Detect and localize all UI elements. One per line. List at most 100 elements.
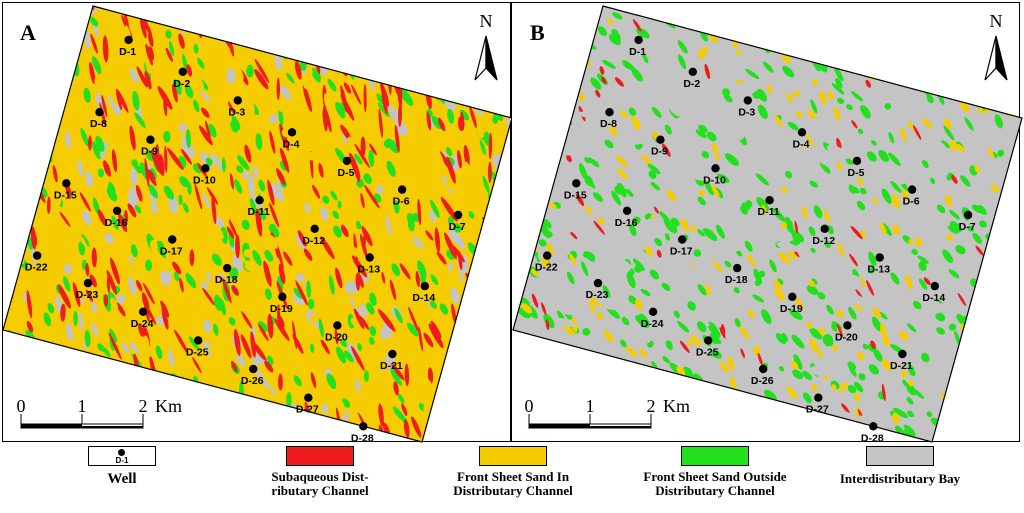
channel-patch (87, 6, 91, 9)
bay-patch (116, 294, 126, 304)
sheet_in-patch (243, 249, 252, 258)
sheet_in-patch (268, 234, 278, 249)
sheet_out-patch (179, 176, 190, 188)
bay-patch (304, 202, 311, 214)
sheet_out-patch (134, 112, 146, 128)
sheet_out-patch (431, 115, 442, 129)
sheet_out-patch (293, 375, 302, 387)
sheet_out-patch (357, 342, 362, 351)
channel-patch (89, 274, 97, 288)
sheet_out-patch (343, 350, 354, 363)
channel-patch (135, 185, 143, 202)
sheet_out-patch (92, 141, 101, 160)
sheet_in-patch (473, 210, 482, 221)
channel-patch (235, 234, 240, 259)
sheet_out-patch (236, 165, 244, 173)
svg-text:D-25: D-25 (186, 346, 209, 358)
bay-patch (129, 341, 139, 354)
sheet_out-patch (91, 56, 102, 75)
channel-patch (240, 334, 252, 359)
channel-patch (103, 294, 109, 307)
sheet_out-patch (307, 298, 315, 310)
well-d-5: D-5 (338, 156, 355, 179)
bay-patch (379, 328, 390, 340)
channel-patch (427, 367, 434, 384)
channel-patch (189, 249, 195, 267)
sheet_in-patch (110, 297, 119, 311)
well-d-12: D-12 (302, 224, 325, 247)
channel-patch (380, 82, 389, 107)
well-d-9: D-9 (141, 135, 158, 158)
sheet_out-patch (335, 101, 346, 119)
sheet_out-patch (397, 393, 405, 404)
channel-patch (362, 234, 366, 248)
bay-patch (206, 271, 212, 282)
sheet_out-patch (214, 294, 223, 311)
sheet_out-patch (447, 108, 455, 124)
channel-patch (85, 289, 94, 302)
panel-a-block-outline (2, 5, 511, 443)
bay-patch (456, 333, 466, 347)
sheet_out-patch (355, 220, 362, 230)
sheet_out-patch (211, 253, 222, 266)
channel-patch (52, 165, 58, 183)
bay-patch (200, 89, 211, 103)
sheet_out-patch (492, 115, 499, 124)
well-d-26: D-26 (241, 364, 264, 387)
channel-patch (211, 195, 217, 225)
sheet_out-patch (43, 312, 52, 327)
channel-patch (283, 251, 293, 266)
sheet_out-patch (494, 194, 499, 210)
channel-patch (322, 105, 328, 132)
channel-patch (359, 315, 370, 330)
sheet_out-patch (430, 274, 439, 286)
channel-patch (378, 108, 384, 138)
well-d-11: D-11 (248, 196, 270, 218)
svg-text:D-11: D-11 (248, 206, 270, 218)
bay-patch (89, 301, 98, 313)
sheet_in-patch (421, 141, 428, 151)
sheet_in-patch (131, 301, 138, 315)
channel-patch (192, 357, 202, 374)
channel-patch (78, 24, 84, 39)
channel-patch (148, 46, 155, 61)
sheet_in-patch (70, 42, 76, 52)
channel-patch (501, 162, 506, 179)
sheet_out-patch (155, 242, 166, 259)
sheet_out-patch (228, 317, 236, 326)
channel-patch (254, 69, 269, 90)
channel-patch (460, 111, 465, 131)
channel-patch (378, 403, 384, 427)
channel-patch (198, 125, 213, 146)
channel-patch (349, 152, 361, 180)
channel-swatch (286, 446, 354, 466)
panel-a-scale-tick-label: 2 (139, 396, 148, 416)
channel-patch (378, 309, 396, 332)
channel-patch (255, 208, 263, 237)
sheet_out-patch (354, 153, 363, 165)
channel-patch (457, 149, 462, 169)
bay-patch (252, 165, 259, 179)
bay-patch (203, 319, 212, 333)
svg-text:D-22: D-22 (25, 262, 48, 274)
bay-patch (128, 276, 137, 296)
sheet_in-patch (155, 198, 162, 207)
sheet_in-patch (124, 25, 131, 39)
well-d-3: D-3 (228, 96, 245, 118)
sheet_out-patch (237, 155, 250, 171)
channel-patch (415, 271, 421, 288)
sheet_out-patch (47, 302, 55, 314)
svg-text:D-12: D-12 (302, 235, 325, 247)
sheet_in-patch (236, 67, 244, 81)
sheet_in-patch (265, 387, 272, 396)
channel-patch (233, 328, 241, 356)
sheet_out-patch (333, 225, 342, 238)
panel-a-scale-bar: 0 1 2 Km (17, 396, 182, 429)
channel-patch (178, 33, 185, 49)
sheet_out-patch (264, 288, 272, 300)
channel-patch (463, 145, 470, 167)
bay-patch (84, 30, 91, 50)
sheet_out-patch (109, 328, 118, 343)
channel-patch (7, 279, 14, 299)
channel-patch (145, 43, 153, 66)
